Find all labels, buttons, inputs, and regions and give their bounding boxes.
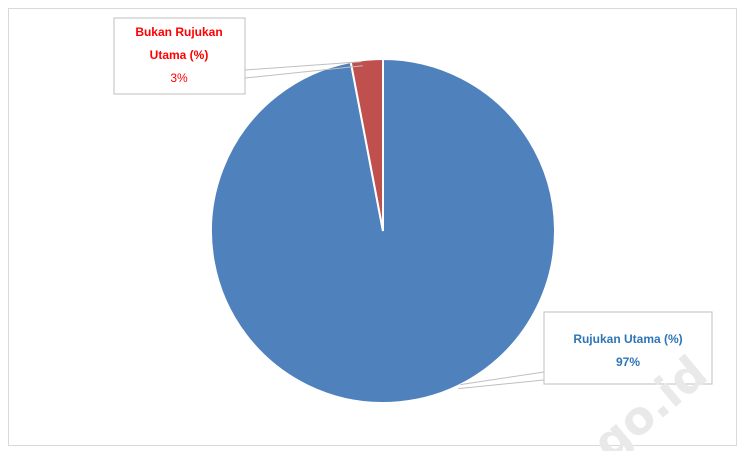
leader-line-bukan-rujukan-utama-a (244, 61, 361, 71)
callout-box-bukan-rujukan-utama (113, 17, 246, 95)
callout-bukan-rujukan-utama: Bukan Rujukan Utama (%) 3% (113, 17, 246, 95)
leader-line-rujukan-utama-b (458, 379, 545, 390)
leader-line-bukan-rujukan-utama-b (244, 65, 363, 79)
callout-box-rujukan-utama (543, 311, 713, 385)
slice-label-line-2: Utama (%) (150, 48, 209, 62)
pie-slice-rujukan-utama (210, 57, 556, 404)
slice-label-line-1: Bukan Rujukan (135, 25, 222, 39)
slice-value-label: 97% (616, 355, 640, 369)
slice-value-label: 3% (170, 71, 188, 85)
callout-rujukan-utama: Rujukan Utama (%) 97% (543, 311, 713, 385)
leader-lines (244, 61, 545, 390)
slice-label-line-1: Rujukan Utama (%) (573, 332, 682, 346)
leader-line-rujukan-utama-a (460, 371, 545, 386)
pie-slices (210, 57, 556, 404)
